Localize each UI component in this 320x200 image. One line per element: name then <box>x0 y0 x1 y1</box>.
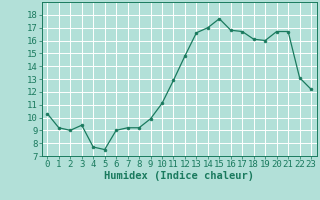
X-axis label: Humidex (Indice chaleur): Humidex (Indice chaleur) <box>104 171 254 181</box>
